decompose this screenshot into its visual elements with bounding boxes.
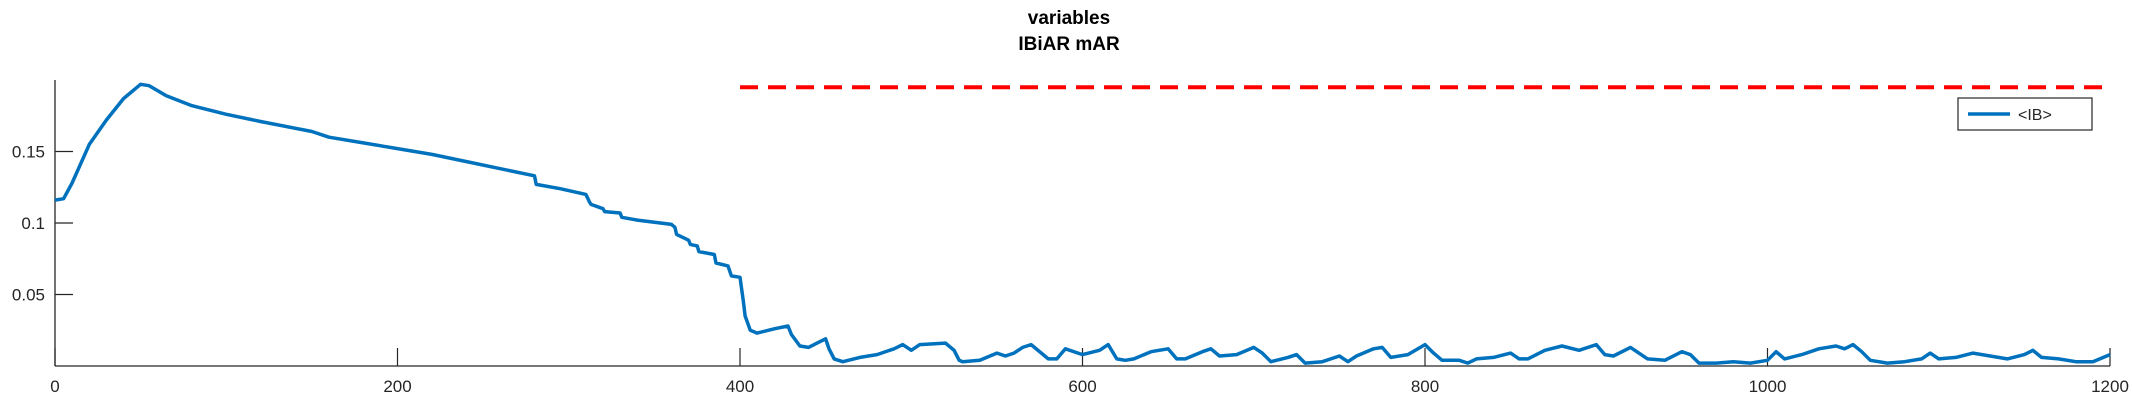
series-line-ib [54,82,2111,365]
tick-marks: 0 200 400 600 800 1000 1200 0.05 0.1 0.15 [12,143,2129,397]
x-tick-label: 1200 [2091,377,2129,396]
x-tick-label: 1000 [1749,377,1787,396]
chart-title: variables IBiAR mAR [1018,8,1120,55]
x-tick-label: 400 [726,377,754,396]
chart-title-line: IBiAR mAR [1018,34,1120,55]
axes [54,80,2110,367]
series-lines [54,82,2111,365]
y-tick-label: 0.05 [12,286,45,305]
y-tick-label: 0.15 [12,143,45,162]
chart-title-line: variables [1028,8,1110,29]
x-tick-label: 200 [383,377,411,396]
x-tick-label: 800 [1411,377,1439,396]
y-tick-label: 0.1 [21,214,45,233]
x-tick-label: 600 [1068,377,1096,396]
legend: <IB> [1957,97,2093,131]
legend-label: <IB> [2018,107,2052,124]
x-tick-label: 0 [50,377,59,396]
